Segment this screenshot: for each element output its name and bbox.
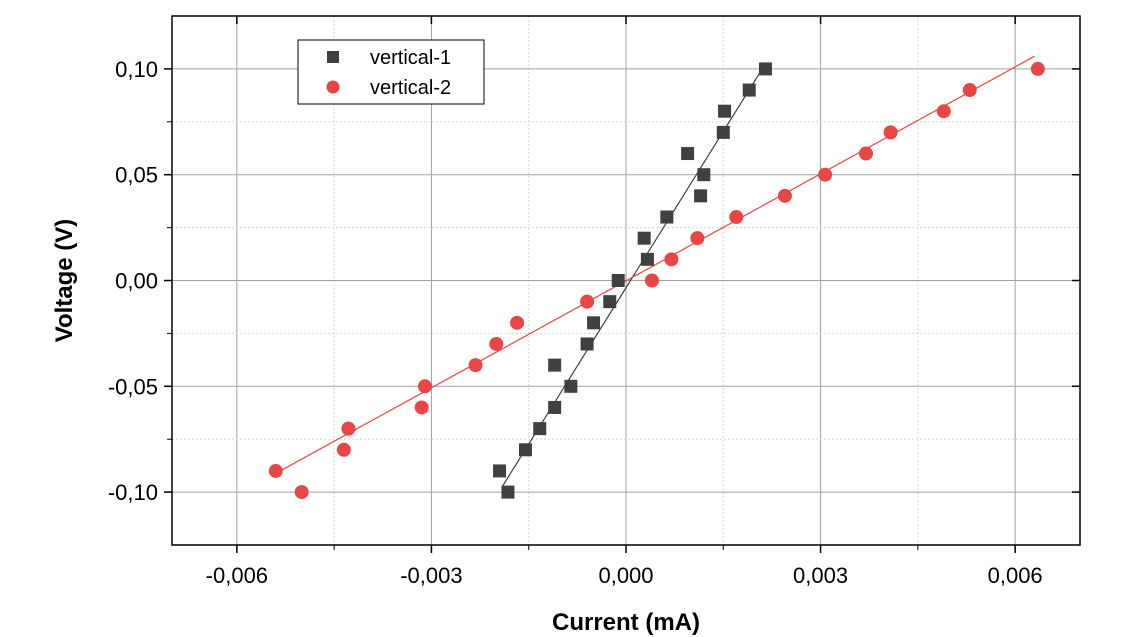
point-vertical-1 — [518, 443, 532, 457]
legend-marker-vertical-2 — [326, 80, 340, 94]
y-tick-label: -0,05 — [108, 374, 158, 399]
y-tick-label: 0,00 — [115, 269, 158, 294]
point-vertical-2 — [489, 336, 504, 351]
tick-labels: -0,006 -0,003 0,000 0,003 0,006 -0,10 -0,05 0,0… — [108, 57, 1043, 588]
point-vertical-2 — [858, 146, 873, 161]
x-axis-title: Current (mA) — [552, 609, 700, 636]
point-vertical-1 — [742, 83, 756, 97]
point-vertical-1 — [640, 252, 654, 266]
point-vertical-1 — [603, 295, 617, 309]
y-tick-label: -0,10 — [108, 480, 158, 505]
point-vertical-2 — [777, 188, 792, 203]
point-vertical-1 — [637, 231, 651, 245]
data-points — [268, 61, 1045, 500]
point-vertical-1 — [548, 358, 562, 372]
point-vertical-1 — [501, 485, 515, 499]
point-vertical-2 — [644, 273, 659, 288]
y-tick-label: 0,05 — [115, 163, 158, 188]
point-vertical-1 — [587, 316, 601, 330]
legend-label: vertical-2 — [370, 77, 451, 99]
point-vertical-2 — [962, 83, 977, 98]
point-vertical-2 — [936, 104, 951, 119]
x-tick-label: -0,006 — [206, 563, 268, 588]
point-vertical-2 — [729, 210, 744, 225]
x-tick-label: 0,006 — [988, 563, 1043, 588]
point-vertical-1 — [697, 168, 711, 182]
point-vertical-2 — [510, 315, 525, 330]
point-vertical-1 — [493, 464, 507, 478]
fit-lines — [272, 55, 1035, 487]
point-vertical-1 — [660, 210, 674, 224]
point-vertical-1 — [564, 379, 578, 393]
point-vertical-1 — [580, 337, 594, 351]
point-vertical-1 — [694, 189, 708, 203]
point-vertical-2 — [818, 167, 833, 182]
point-vertical-1 — [548, 400, 562, 414]
point-vertical-1 — [758, 62, 772, 76]
point-vertical-2 — [664, 252, 679, 267]
x-tick-label: 0,003 — [793, 563, 848, 588]
point-vertical-1 — [681, 147, 695, 161]
point-vertical-2 — [690, 231, 705, 246]
point-vertical-1 — [533, 422, 547, 436]
legend-marker-vertical-1 — [327, 51, 339, 63]
point-vertical-1 — [718, 104, 732, 118]
point-vertical-2 — [1030, 61, 1045, 76]
point-vertical-2 — [336, 442, 351, 457]
point-vertical-2 — [341, 421, 356, 436]
point-vertical-1 — [716, 125, 730, 139]
point-vertical-2 — [294, 485, 309, 500]
point-vertical-2 — [268, 463, 283, 478]
x-tick-label: 0,000 — [598, 563, 653, 588]
y-axis-title: Voltage (V) — [51, 219, 78, 343]
axis-ticks — [164, 16, 1080, 553]
x-tick-label: -0,003 — [400, 563, 462, 588]
legend: vertical-1 vertical-2 — [297, 39, 485, 105]
point-vertical-2 — [468, 358, 483, 373]
legend-box — [297, 39, 485, 105]
legend-label: vertical-1 — [370, 47, 451, 69]
y-tick-label: 0,10 — [115, 57, 158, 82]
point-vertical-2 — [580, 294, 595, 309]
point-vertical-2 — [414, 400, 429, 415]
point-vertical-2 — [417, 379, 432, 394]
point-vertical-2 — [883, 125, 898, 140]
point-vertical-1 — [611, 274, 625, 287]
